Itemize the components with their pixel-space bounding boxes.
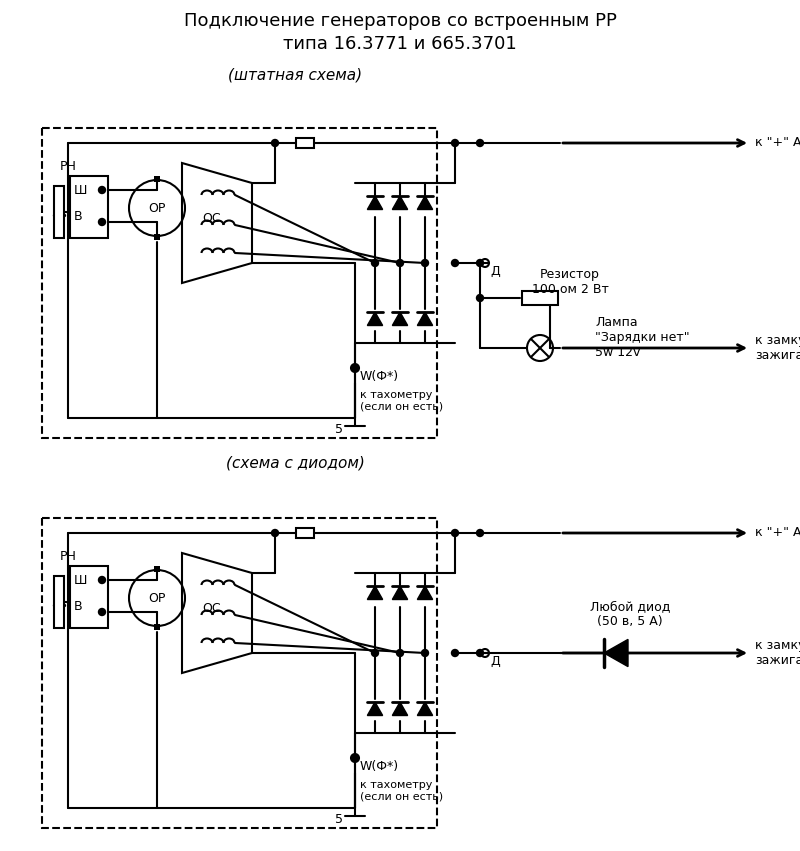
Polygon shape <box>418 196 433 209</box>
Polygon shape <box>392 586 408 599</box>
Circle shape <box>98 219 106 226</box>
Text: типа 16.3771 и 665.3701: типа 16.3771 и 665.3701 <box>283 35 517 53</box>
Text: к "+" АКБ: к "+" АКБ <box>755 527 800 540</box>
Circle shape <box>422 649 429 656</box>
Text: к замку
зажигания: к замку зажигания <box>755 334 800 362</box>
Circle shape <box>477 649 483 656</box>
Text: W(Ф*): W(Ф*) <box>360 370 399 383</box>
Circle shape <box>451 529 458 536</box>
Text: РН: РН <box>60 550 77 563</box>
Circle shape <box>422 260 429 266</box>
Circle shape <box>397 260 403 266</box>
Bar <box>154 566 160 572</box>
Circle shape <box>397 649 403 656</box>
Text: 5: 5 <box>335 423 343 436</box>
Circle shape <box>477 294 483 301</box>
Polygon shape <box>392 312 408 325</box>
Text: ОР: ОР <box>148 591 166 604</box>
Text: Подключение генераторов со встроенным РР: Подключение генераторов со встроенным РР <box>183 12 617 30</box>
Text: РН: РН <box>60 160 77 173</box>
Circle shape <box>98 608 106 615</box>
Bar <box>42 518 437 828</box>
Text: Лампа
"Зарядки нет"
5w 12v: Лампа "Зарядки нет" 5w 12v <box>595 317 690 359</box>
Bar <box>70 566 108 628</box>
Text: Ш: Ш <box>74 184 87 197</box>
Circle shape <box>477 529 483 536</box>
Polygon shape <box>418 702 433 716</box>
Bar <box>296 138 314 148</box>
Bar <box>154 176 160 182</box>
Circle shape <box>371 260 378 266</box>
Text: к тахометру
(если он есть): к тахометру (если он есть) <box>360 780 443 802</box>
Polygon shape <box>367 196 382 209</box>
Polygon shape <box>367 586 382 599</box>
Text: Ш: Ш <box>74 574 87 587</box>
Polygon shape <box>418 586 433 599</box>
Text: В: В <box>74 600 82 613</box>
Text: Д: Д <box>490 265 500 278</box>
Text: Любой диод
(50 в, 5 А): Любой диод (50 в, 5 А) <box>590 600 670 628</box>
Circle shape <box>98 186 106 193</box>
Text: к замку
зажигания: к замку зажигания <box>755 639 800 667</box>
Text: ОС: ОС <box>202 212 221 225</box>
Bar <box>54 576 64 628</box>
Bar <box>54 186 64 238</box>
Text: к тахометру
(если он есть): к тахометру (если он есть) <box>360 390 443 412</box>
Polygon shape <box>392 196 408 209</box>
Text: (схема с диодом): (схема с диодом) <box>226 455 365 470</box>
Polygon shape <box>418 312 433 325</box>
Circle shape <box>451 649 458 656</box>
Text: ОР: ОР <box>148 202 166 214</box>
Bar <box>154 234 160 240</box>
Bar <box>296 528 314 538</box>
Circle shape <box>477 140 483 146</box>
Circle shape <box>451 140 458 146</box>
Circle shape <box>477 260 483 266</box>
Circle shape <box>451 260 458 266</box>
Text: В: В <box>74 210 82 223</box>
Polygon shape <box>604 639 628 666</box>
Circle shape <box>351 755 358 762</box>
Circle shape <box>271 140 278 146</box>
Text: W(Ф*): W(Ф*) <box>360 760 399 773</box>
Text: к "+" АКБ: к "+" АКБ <box>755 136 800 150</box>
Text: ОС: ОС <box>202 602 221 614</box>
Polygon shape <box>392 702 408 716</box>
Circle shape <box>98 576 106 584</box>
Bar <box>154 624 160 630</box>
Text: Резистор
100 ом 2 Вт: Резистор 100 ом 2 Вт <box>531 268 609 296</box>
Bar <box>42 128 437 438</box>
Polygon shape <box>367 702 382 716</box>
Text: 5: 5 <box>335 813 343 826</box>
Text: Д: Д <box>490 655 500 668</box>
Circle shape <box>371 649 378 656</box>
Text: (штатная схема): (штатная схема) <box>228 68 362 83</box>
Circle shape <box>271 529 278 536</box>
Bar <box>70 176 108 238</box>
Circle shape <box>351 364 358 372</box>
Polygon shape <box>367 312 382 325</box>
Bar <box>522 291 558 305</box>
